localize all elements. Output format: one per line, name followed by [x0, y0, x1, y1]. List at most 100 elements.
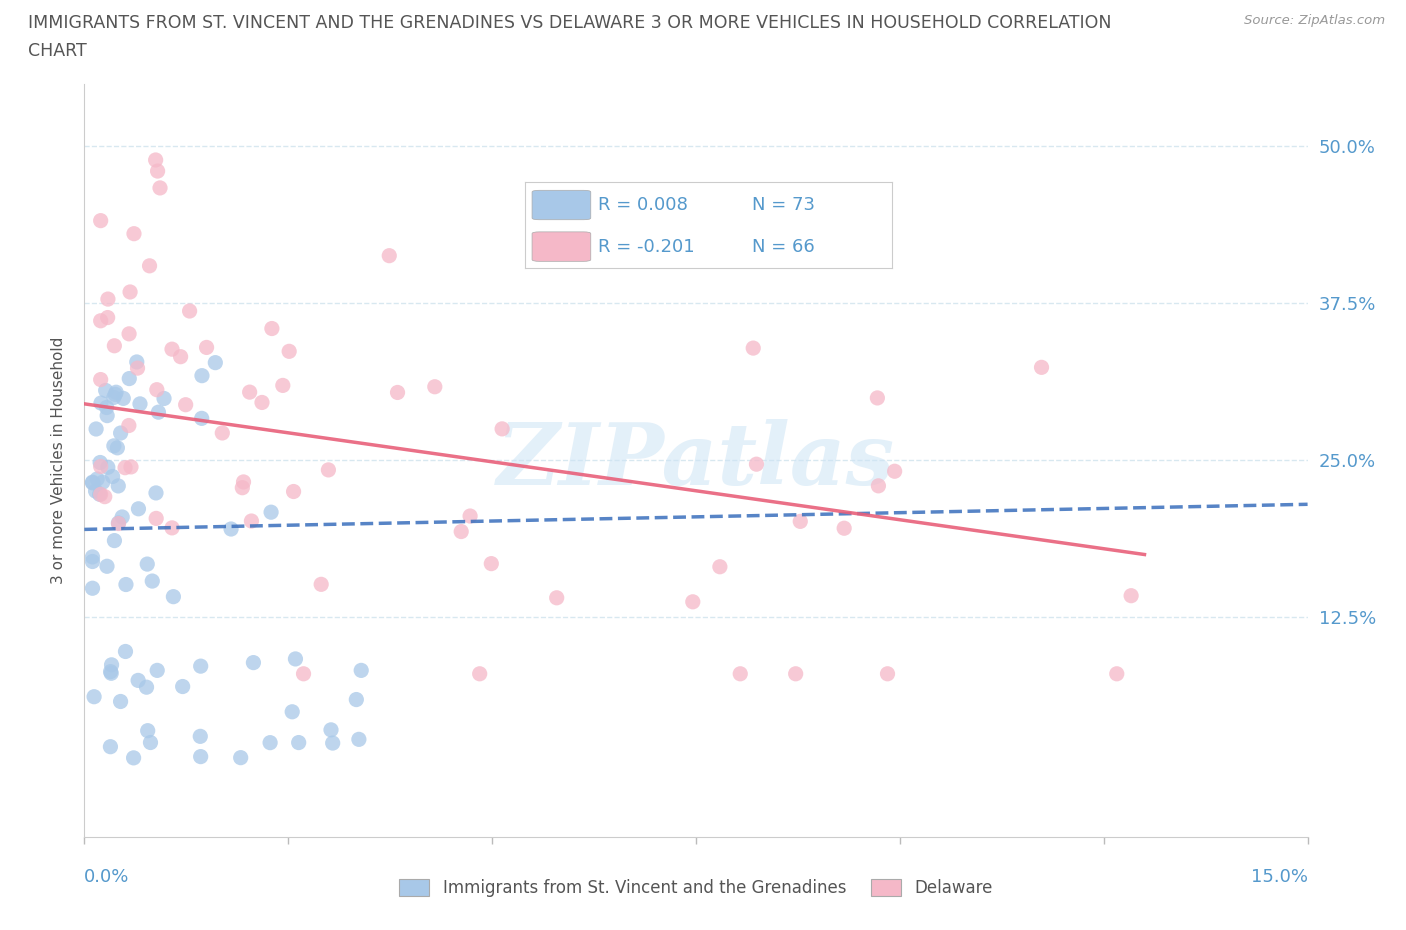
Point [111, 510, 134, 525]
Point [742, 340, 765, 355]
Point [127, 361, 149, 376]
Point [260, 505, 283, 520]
Point [866, 391, 889, 405]
Point [90, 459, 112, 474]
Point [309, 577, 332, 591]
Point [728, 666, 751, 681]
Point [162, 590, 184, 604]
Point [1031, 360, 1053, 375]
Point [350, 663, 373, 678]
Point [188, 729, 211, 744]
Legend: Immigrants from St. Vincent and the Grenadines, Delaware: Immigrants from St. Vincent and the Gren… [392, 872, 1000, 904]
Text: 0.0%: 0.0% [84, 868, 129, 885]
Point [112, 391, 135, 405]
Point [709, 559, 731, 574]
Point [1105, 666, 1128, 681]
Point [172, 679, 194, 694]
Point [160, 521, 183, 536]
Point [93, 489, 115, 504]
Point [135, 680, 157, 695]
Point [103, 438, 125, 453]
Point [82, 581, 104, 596]
Point [107, 515, 129, 530]
Point [174, 397, 197, 412]
Point [281, 704, 304, 719]
Point [129, 396, 152, 411]
Y-axis label: 3 or more Vehicles in Household: 3 or more Vehicles in Household [51, 337, 66, 584]
Point [86, 472, 108, 486]
Point [136, 557, 159, 572]
Point [491, 421, 513, 436]
Point [378, 248, 401, 263]
Point [122, 751, 145, 765]
Point [82, 474, 104, 489]
Point [97, 292, 120, 307]
Point [145, 485, 167, 500]
Point [146, 382, 169, 397]
Point [284, 652, 307, 667]
Point [127, 501, 149, 516]
Point [103, 339, 125, 353]
Point [169, 350, 191, 365]
Point [141, 574, 163, 589]
Point [107, 516, 129, 531]
Point [423, 379, 446, 394]
Point [832, 521, 855, 536]
Text: IMMIGRANTS FROM ST. VINCENT AND THE GRENADINES VS DELAWARE 3 OR MORE VEHICLES IN: IMMIGRANTS FROM ST. VINCENT AND THE GREN… [28, 14, 1112, 32]
Point [160, 341, 183, 356]
Point [145, 511, 167, 525]
Point [468, 666, 491, 681]
Point [104, 387, 127, 402]
Point [105, 441, 128, 456]
Text: ZIPatlas: ZIPatlas [496, 418, 896, 502]
Text: 15.0%: 15.0% [1250, 868, 1308, 885]
Point [105, 385, 128, 400]
Point [97, 459, 120, 474]
Point [259, 736, 281, 751]
Point [271, 378, 294, 392]
Point [125, 354, 148, 369]
Point [745, 457, 768, 472]
Point [204, 355, 226, 370]
Point [242, 655, 264, 670]
Point [89, 486, 111, 501]
Point [90, 395, 112, 410]
Point [84, 421, 107, 436]
Point [283, 485, 305, 499]
Point [90, 372, 112, 387]
Point [107, 479, 129, 494]
Point [84, 484, 107, 498]
Point [229, 751, 252, 765]
Point [101, 469, 124, 484]
Point [96, 559, 118, 574]
Point [344, 692, 367, 707]
Point [239, 385, 262, 400]
Text: CHART: CHART [28, 42, 87, 60]
Point [1121, 589, 1143, 604]
Point [211, 426, 233, 441]
Point [287, 735, 309, 750]
Point [179, 303, 201, 318]
Point [149, 180, 172, 195]
Point [191, 368, 214, 383]
Point [260, 321, 283, 336]
Point [103, 390, 125, 405]
Point [82, 554, 104, 569]
Point [82, 475, 104, 490]
Point [479, 556, 502, 571]
Point [232, 474, 254, 489]
Point [450, 525, 472, 539]
Point [153, 391, 176, 405]
Point [100, 666, 122, 681]
Point [100, 658, 122, 672]
Point [110, 426, 132, 441]
Point [96, 408, 118, 423]
Point [91, 474, 114, 489]
Point [139, 735, 162, 750]
Point [278, 344, 301, 359]
Point [190, 411, 212, 426]
Point [100, 739, 122, 754]
Point [148, 405, 170, 419]
Point [97, 310, 120, 325]
Point [146, 663, 169, 678]
